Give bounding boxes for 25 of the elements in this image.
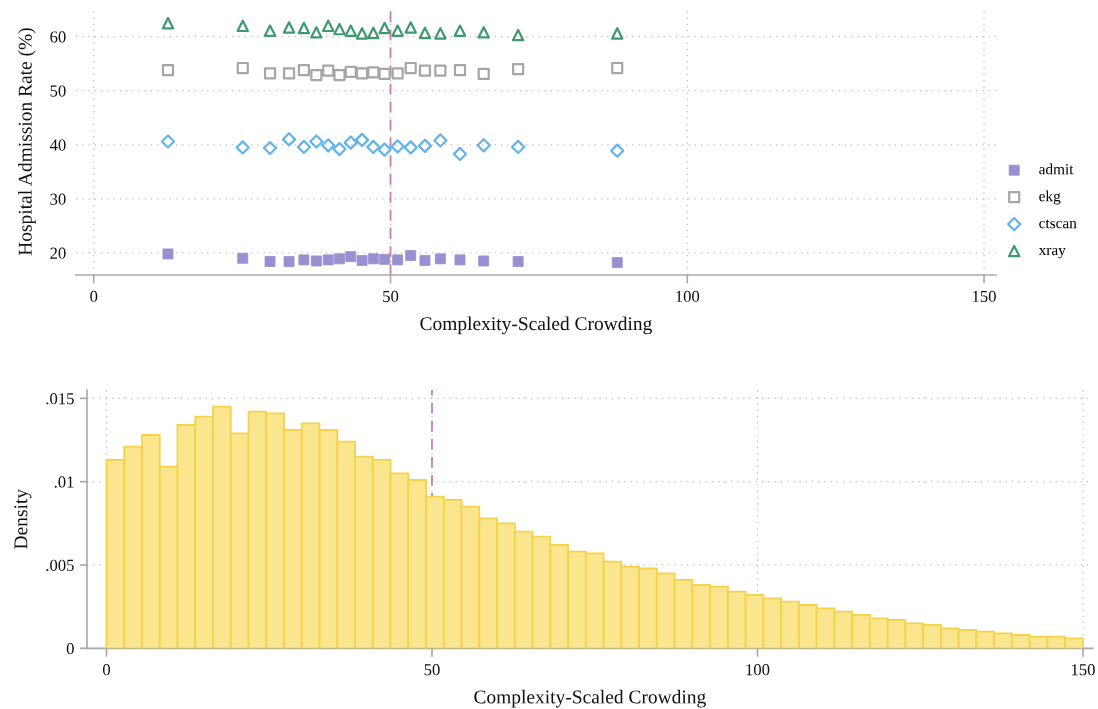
x-tick-label: 150 [972, 290, 996, 303]
y-tick-label: 50 [50, 85, 66, 97]
y-tick-label: 0 [66, 643, 74, 655]
x-tick-label: 50 [383, 290, 399, 303]
x-tick-label: 100 [746, 664, 770, 676]
y-axis-title: Hospital Admission Rate (%) [18, 28, 36, 256]
legend-label: xray [1038, 247, 1066, 259]
y-tick-label: .01 [54, 476, 74, 488]
legend-label: ctscan [1039, 219, 1077, 229]
y-tick-label: .005 [46, 559, 74, 572]
y-tick-label: 60 [50, 31, 66, 43]
y-tick-label: .015 [46, 393, 74, 405]
y-tick-label: 30 [50, 193, 66, 205]
x-tick-label: 0 [90, 290, 98, 303]
x-tick-label: 150 [1071, 664, 1095, 676]
y-tick-label: 40 [49, 139, 66, 151]
legend-label: ekg [1039, 190, 1061, 205]
x-axis-title: Complexity-Scaled Crowding [474, 689, 706, 708]
x-axis-title: Complexity-Scaled Crowding [420, 316, 652, 335]
x-tick-label: 50 [424, 664, 440, 676]
x-tick-label: 0 [102, 664, 111, 676]
legend-label: admit [1039, 163, 1074, 175]
y-axis-title: Density [14, 489, 32, 549]
x-tick-label: 100 [676, 290, 700, 303]
y-tick-label: 20 [50, 247, 66, 259]
